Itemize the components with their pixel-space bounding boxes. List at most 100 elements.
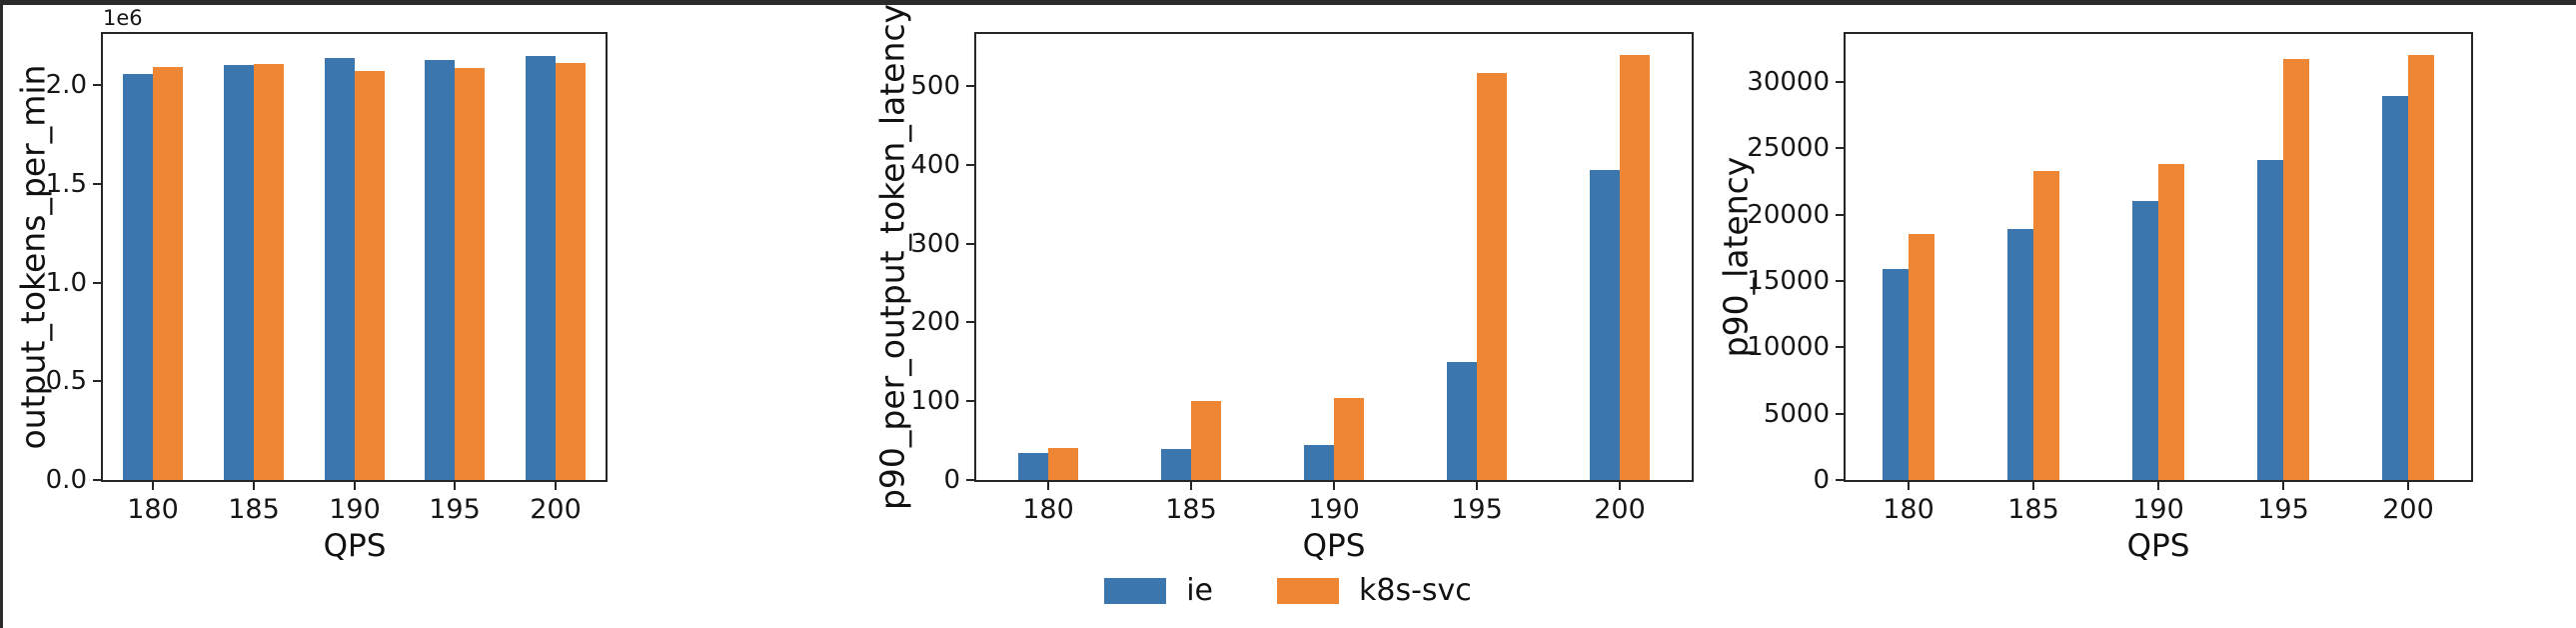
x-tick-label: 195 bbox=[1451, 494, 1503, 525]
bar-k8s-svc-180 bbox=[1909, 234, 1934, 480]
x-tick-label: 185 bbox=[1165, 494, 1217, 525]
bar-k8s-svc-185 bbox=[2033, 171, 2059, 480]
x-tick-label: 195 bbox=[2257, 494, 2309, 525]
y-tick-label: 1.5 bbox=[45, 168, 87, 199]
window-left-border bbox=[0, 0, 3, 628]
x-tick-mark bbox=[152, 482, 154, 490]
y-tick-mark bbox=[1836, 213, 1844, 216]
y-tick-label: 0 bbox=[943, 465, 960, 495]
window-top-border bbox=[0, 0, 2576, 5]
x-tick-mark bbox=[1047, 482, 1049, 490]
y-tick-mark bbox=[93, 182, 101, 185]
legend-label-k8s-svc: k8s-svc bbox=[1359, 573, 1472, 608]
y-tick-label: 30000 bbox=[1747, 66, 1830, 97]
y-axis-label-1: output_tokens_per_min bbox=[13, 64, 53, 450]
bar-ie-190 bbox=[325, 58, 355, 480]
bar-ie-185 bbox=[1161, 449, 1191, 480]
y-tick-mark bbox=[93, 84, 101, 87]
y-tick-mark bbox=[1836, 479, 1844, 481]
y-axis-offset-label: 1e6 bbox=[103, 6, 143, 30]
x-tick-label: 200 bbox=[530, 494, 582, 525]
y-axis-label-2: p90_per_output_token_latency bbox=[872, 3, 912, 511]
y-tick-label: 300 bbox=[910, 228, 960, 259]
y-tick-label: 0 bbox=[1813, 465, 1830, 495]
x-tick-mark bbox=[1190, 482, 1192, 490]
bar-k8s-svc-180 bbox=[153, 67, 183, 480]
y-tick-label: 25000 bbox=[1747, 133, 1830, 164]
x-tick-label: 200 bbox=[2382, 494, 2434, 525]
bar-ie-180 bbox=[123, 74, 153, 480]
y-tick-label: 400 bbox=[910, 149, 960, 180]
legend-label-ie: ie bbox=[1186, 573, 1213, 608]
legend-item-k8s-svc: k8s-svc bbox=[1277, 574, 1472, 608]
y-tick-mark bbox=[966, 321, 974, 324]
y-tick-mark bbox=[1836, 147, 1844, 150]
bar-k8s-svc-180 bbox=[1048, 448, 1078, 480]
x-tick-label: 185 bbox=[228, 494, 280, 525]
bar-ie-185 bbox=[224, 65, 254, 480]
y-tick-mark bbox=[1836, 346, 1844, 349]
x-tick-mark bbox=[454, 482, 456, 490]
x-tick-mark bbox=[2032, 482, 2034, 490]
bar-k8s-svc-195 bbox=[455, 68, 485, 480]
legend-item-ie: ie bbox=[1104, 574, 1213, 608]
bar-ie-185 bbox=[2007, 229, 2033, 480]
x-tick-mark bbox=[555, 482, 557, 490]
y-tick-mark bbox=[1836, 412, 1844, 415]
x-tick-mark bbox=[1476, 482, 1478, 490]
bar-ie-200 bbox=[2382, 96, 2408, 480]
x-tick-label: 190 bbox=[2132, 494, 2184, 525]
y-tick-mark bbox=[966, 85, 974, 87]
bar-ie-190 bbox=[1304, 445, 1334, 480]
bar-k8s-svc-195 bbox=[2283, 59, 2309, 480]
y-tick-label: 2.0 bbox=[45, 70, 87, 101]
x-tick-mark bbox=[1333, 482, 1335, 490]
y-tick-mark bbox=[966, 242, 974, 245]
x-axis-label-2: QPS bbox=[1302, 528, 1366, 564]
x-tick-label: 190 bbox=[1308, 494, 1360, 525]
x-axis-label-1: QPS bbox=[323, 528, 387, 564]
y-tick-label: 10000 bbox=[1747, 332, 1830, 363]
y-tick-mark bbox=[1836, 80, 1844, 83]
y-tick-label: 100 bbox=[910, 386, 960, 417]
x-tick-mark bbox=[1908, 482, 1910, 490]
bar-k8s-svc-185 bbox=[1191, 401, 1221, 480]
bar-k8s-svc-200 bbox=[2408, 55, 2434, 480]
y-tick-mark bbox=[1836, 279, 1844, 282]
x-tick-label: 180 bbox=[1022, 494, 1074, 525]
y-tick-label: 5000 bbox=[1763, 398, 1830, 429]
bar-k8s-svc-200 bbox=[1620, 55, 1650, 480]
x-tick-label: 195 bbox=[429, 494, 481, 525]
x-axis-label-3: QPS bbox=[2126, 528, 2190, 564]
bar-ie-180 bbox=[1883, 269, 1909, 480]
x-tick-label: 200 bbox=[1594, 494, 1646, 525]
x-tick-label: 180 bbox=[1883, 494, 1934, 525]
x-tick-mark bbox=[2282, 482, 2284, 490]
y-tick-label: 500 bbox=[910, 71, 960, 101]
legend-swatch-k8s-svc bbox=[1277, 578, 1339, 604]
bar-k8s-svc-195 bbox=[1477, 73, 1507, 480]
legend: ie k8s-svc bbox=[0, 566, 2576, 616]
y-tick-label: 20000 bbox=[1747, 199, 1830, 230]
y-tick-mark bbox=[966, 479, 974, 481]
x-tick-mark bbox=[2407, 482, 2409, 490]
y-axis-label-3: p90_latency bbox=[1716, 156, 1756, 358]
x-tick-label: 185 bbox=[2007, 494, 2059, 525]
y-tick-mark bbox=[93, 380, 101, 383]
y-tick-label: 0.5 bbox=[45, 366, 87, 397]
bar-ie-200 bbox=[526, 56, 556, 480]
y-tick-mark bbox=[93, 479, 101, 481]
bar-ie-200 bbox=[1590, 170, 1620, 480]
y-tick-label: 0.0 bbox=[45, 465, 87, 495]
bar-k8s-svc-200 bbox=[556, 63, 586, 480]
x-tick-label: 180 bbox=[127, 494, 179, 525]
x-tick-mark bbox=[1619, 482, 1621, 490]
bar-ie-195 bbox=[1447, 362, 1477, 480]
bar-k8s-svc-190 bbox=[2158, 164, 2184, 480]
x-tick-mark bbox=[2157, 482, 2159, 490]
y-tick-label: 15000 bbox=[1747, 265, 1830, 296]
x-tick-label: 190 bbox=[329, 494, 381, 525]
bar-k8s-svc-190 bbox=[1334, 398, 1364, 480]
